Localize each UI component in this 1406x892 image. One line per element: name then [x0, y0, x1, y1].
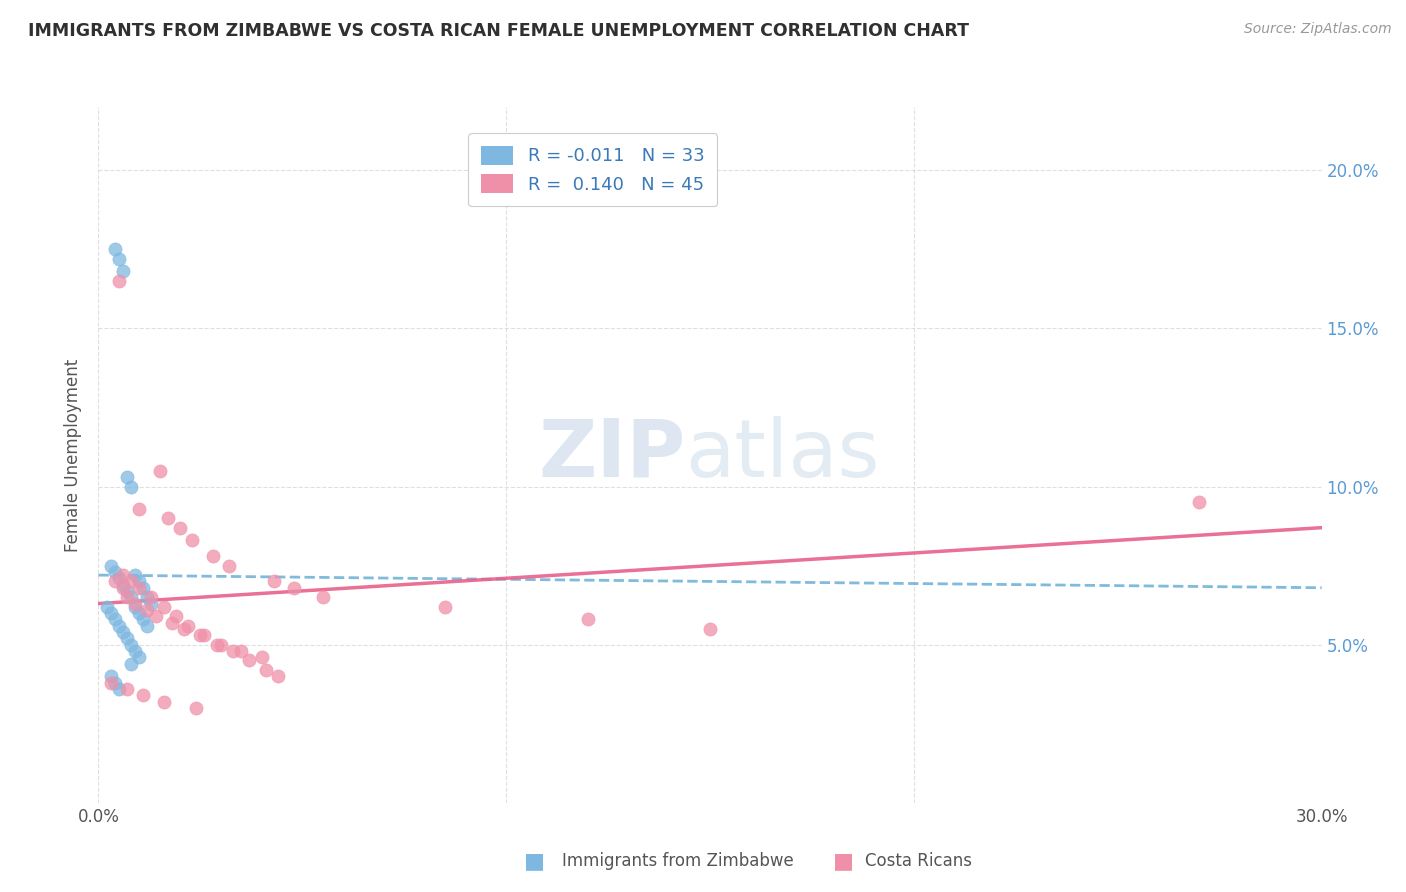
Point [100, 675, 122, 690]
Point [111, 264, 134, 278]
Point [100, 606, 122, 620]
Point [283, 581, 305, 595]
Point [104, 612, 127, 626]
Point [136, 591, 159, 605]
Point [104, 565, 127, 579]
Point [128, 501, 150, 516]
Point [141, 591, 163, 605]
Point [434, 599, 457, 614]
Point [100, 669, 122, 683]
Point [115, 470, 138, 484]
Point [104, 675, 127, 690]
Point [111, 625, 134, 640]
Point [128, 606, 150, 620]
Point [124, 568, 146, 582]
Point [209, 638, 232, 652]
Point [120, 657, 142, 671]
Point [193, 628, 215, 642]
Point [160, 615, 183, 630]
Point [169, 521, 191, 535]
Point [124, 597, 146, 611]
Point [254, 663, 277, 677]
Text: ZIP: ZIP [538, 416, 686, 494]
Point [120, 638, 142, 652]
Point [250, 650, 273, 665]
Point [152, 695, 174, 709]
Text: Costa Ricans: Costa Ricans [865, 852, 972, 870]
Point [120, 574, 142, 589]
Point [115, 583, 138, 598]
Point [124, 599, 146, 614]
Text: ■: ■ [524, 851, 544, 871]
Point [186, 701, 208, 715]
Point [165, 609, 187, 624]
Point [152, 599, 174, 614]
Point [312, 591, 335, 605]
Point [128, 581, 150, 595]
Text: Immigrants from Zimbabwe: Immigrants from Zimbabwe [562, 852, 794, 870]
Point [145, 609, 167, 624]
Point [124, 644, 146, 658]
Point [104, 574, 127, 589]
Text: ■: ■ [834, 851, 853, 871]
Point [115, 632, 138, 646]
Point [141, 597, 163, 611]
Point [576, 612, 599, 626]
Point [108, 274, 131, 288]
Point [181, 533, 204, 548]
Point [96, 599, 118, 614]
Point [699, 622, 721, 636]
Point [120, 479, 142, 493]
Point [149, 464, 172, 478]
Point [104, 243, 127, 257]
Point [111, 568, 134, 582]
Text: Source: ZipAtlas.com: Source: ZipAtlas.com [1244, 22, 1392, 37]
Point [136, 603, 159, 617]
Point [188, 628, 212, 642]
Point [222, 644, 245, 658]
Point [231, 644, 253, 658]
Point [128, 650, 150, 665]
Point [128, 574, 150, 589]
Point [1188, 495, 1211, 509]
Point [177, 618, 200, 632]
Point [173, 622, 195, 636]
Point [108, 681, 131, 696]
Point [267, 669, 290, 683]
Point [108, 571, 131, 585]
Point [205, 638, 228, 652]
Text: atlas: atlas [686, 416, 880, 494]
Point [132, 612, 155, 626]
Point [201, 549, 224, 563]
Point [108, 618, 131, 632]
Point [263, 574, 285, 589]
Legend: R = -0.011   N = 33, R =  0.140   N = 45: R = -0.011 N = 33, R = 0.140 N = 45 [468, 134, 717, 206]
Text: IMMIGRANTS FROM ZIMBABWE VS COSTA RICAN FEMALE UNEMPLOYMENT CORRELATION CHART: IMMIGRANTS FROM ZIMBABWE VS COSTA RICAN … [28, 22, 969, 40]
Point [115, 681, 138, 696]
Point [120, 591, 142, 605]
Point [238, 653, 260, 667]
Point [136, 618, 159, 632]
Point [111, 577, 134, 591]
Point [115, 591, 138, 605]
Y-axis label: Female Unemployment: Female Unemployment [65, 359, 83, 551]
Point [132, 581, 155, 595]
Point [100, 558, 122, 573]
Point [156, 511, 179, 525]
Point [218, 558, 240, 573]
Point [108, 252, 131, 266]
Point [111, 581, 134, 595]
Point [132, 688, 155, 702]
